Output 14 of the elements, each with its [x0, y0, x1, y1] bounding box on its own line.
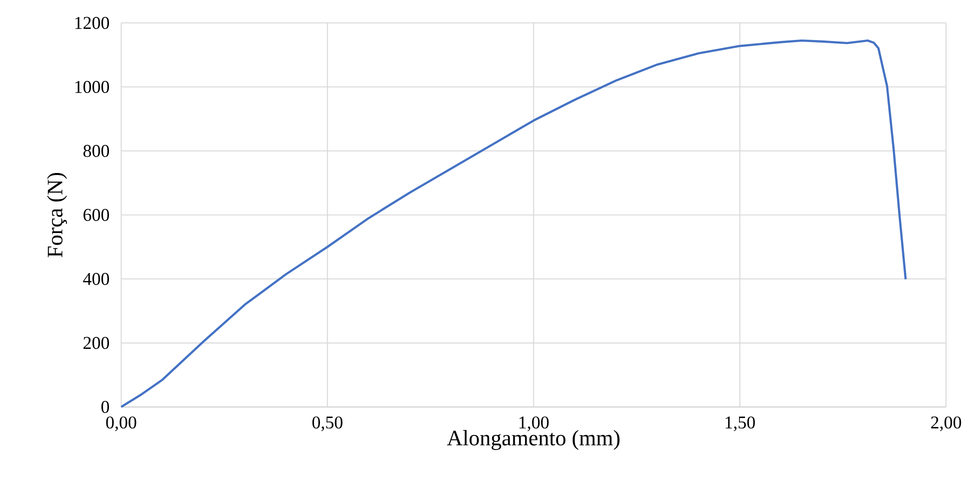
x-tick-label: 1,50: [726, 416, 755, 432]
y-tick-label: 800: [83, 145, 110, 158]
x-tick-label: 0,50: [312, 416, 342, 432]
y-tick-label: 0: [101, 401, 110, 414]
x-tick-label: 1,00: [520, 416, 549, 432]
y-axis-title: Força (N): [47, 173, 67, 258]
y-tick-label: 1000: [75, 81, 110, 94]
x-tick-label: 0,00: [106, 416, 136, 432]
x-tick-label: 2,00: [931, 416, 962, 432]
y-tick-label: 600: [84, 209, 110, 222]
y-tick-label: 200: [84, 337, 110, 350]
y-tick-label: 400: [83, 273, 110, 286]
x-axis-title: Alongamento (mm): [447, 430, 620, 450]
y-tick-label: 1200: [75, 17, 110, 30]
